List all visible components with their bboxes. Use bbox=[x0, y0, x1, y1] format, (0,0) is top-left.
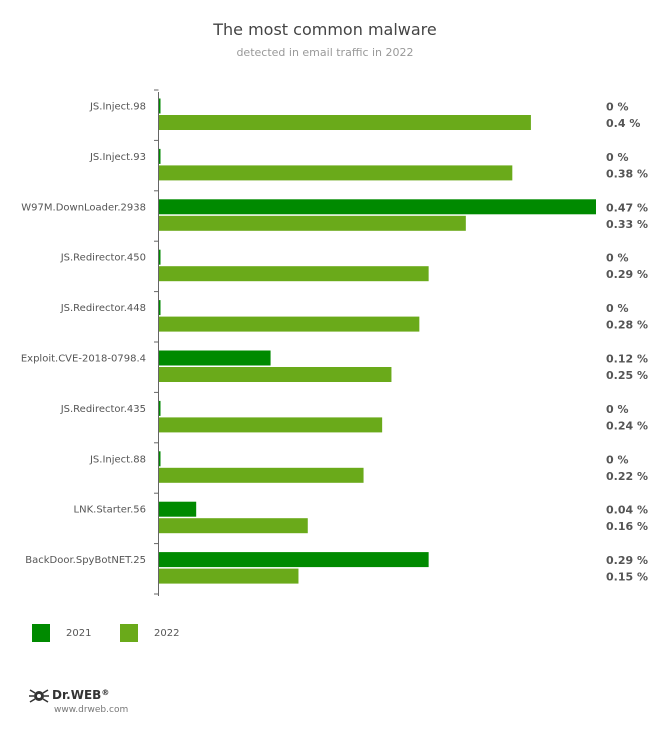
data-label-2021: 0.04 % bbox=[606, 504, 648, 517]
bar-2022 bbox=[159, 115, 531, 130]
legend-swatch-2022 bbox=[120, 624, 138, 642]
data-label-2022: 0.15 % bbox=[606, 571, 648, 584]
bar-2021 bbox=[159, 451, 161, 467]
chart-subtitle: detected in email traffic in 2022 bbox=[236, 46, 414, 59]
category-label: Exploit.CVE-2018-0798.4 bbox=[21, 354, 146, 365]
legend-item-2021: 2021 bbox=[32, 624, 91, 642]
category-label: JS.Inject.93 bbox=[89, 152, 146, 163]
legend-label-2021: 2021 bbox=[66, 627, 92, 639]
bar-2021 bbox=[159, 300, 161, 316]
data-label-2021: 0 % bbox=[606, 403, 629, 416]
category-label: BackDoor.SpyBotNET.25 bbox=[25, 555, 146, 566]
data-label-2022: 0.16 % bbox=[606, 520, 648, 533]
data-label-2022: 0.38 % bbox=[606, 167, 648, 180]
legend-item-2022: 2022 bbox=[120, 624, 179, 642]
category-label: JS.Redirector.435 bbox=[60, 404, 146, 415]
bar-2022 bbox=[159, 215, 466, 231]
data-label-2021: 0 % bbox=[606, 101, 629, 114]
drweb-spider-logo-icon bbox=[29, 689, 49, 703]
bar-2021 bbox=[159, 199, 596, 215]
bar-2022 bbox=[159, 165, 513, 181]
bar-2021 bbox=[159, 400, 161, 416]
category-label: JS.Redirector.450 bbox=[60, 253, 146, 264]
bar-2022 bbox=[159, 417, 383, 433]
bar-2021 bbox=[159, 98, 161, 114]
category-label: JS.Inject.88 bbox=[89, 454, 146, 465]
data-label-2022: 0.24 % bbox=[606, 419, 648, 432]
bar-chart: JS.Inject.98 0 % 0.4 % JS.Inject.93 0 % 0.38 … bbox=[21, 89, 648, 596]
brand-url: www.drweb.com bbox=[54, 705, 129, 715]
category-label: LNK.Starter.56 bbox=[74, 505, 146, 516]
data-label-2022: 0.29 % bbox=[606, 268, 648, 281]
category-label: JS.Inject.98 bbox=[89, 102, 146, 113]
category-label: JS.Redirector.448 bbox=[60, 303, 146, 314]
bar-2022 bbox=[159, 467, 364, 483]
data-label-2021: 0 % bbox=[606, 252, 629, 265]
chart-title: The most common malware bbox=[213, 20, 437, 39]
legend-label-2022: 2022 bbox=[154, 627, 180, 639]
bar-2022 bbox=[159, 367, 392, 382]
data-label-2022: 0.28 % bbox=[606, 319, 648, 332]
bar-2021 bbox=[159, 249, 161, 265]
bar-2021 bbox=[159, 552, 429, 568]
bar-2021 bbox=[159, 501, 197, 517]
data-label-2022: 0.25 % bbox=[606, 369, 648, 382]
data-label-2022: 0.4 % bbox=[606, 117, 640, 130]
bar-2022 bbox=[159, 568, 299, 584]
bar-2022 bbox=[159, 518, 308, 534]
data-label-2021: 0.29 % bbox=[606, 554, 648, 567]
data-label-2021: 0 % bbox=[606, 151, 629, 164]
bar-2022 bbox=[159, 266, 429, 282]
data-label-2021: 0 % bbox=[606, 453, 629, 466]
category-label: W97M.DownLoader.2938 bbox=[21, 202, 146, 213]
data-label-2022: 0.33 % bbox=[606, 218, 648, 231]
data-label-2021: 0.12 % bbox=[606, 353, 648, 366]
bar-2021 bbox=[159, 148, 161, 164]
data-label-2021: 0 % bbox=[606, 302, 629, 315]
data-label-2022: 0.22 % bbox=[606, 470, 648, 483]
bar-2021 bbox=[159, 350, 271, 366]
data-label-2021: 0.47 % bbox=[606, 201, 648, 214]
bar-2022 bbox=[159, 316, 420, 332]
brand-name: Dr.WEB® bbox=[52, 688, 110, 702]
legend-swatch-2021 bbox=[32, 624, 50, 642]
